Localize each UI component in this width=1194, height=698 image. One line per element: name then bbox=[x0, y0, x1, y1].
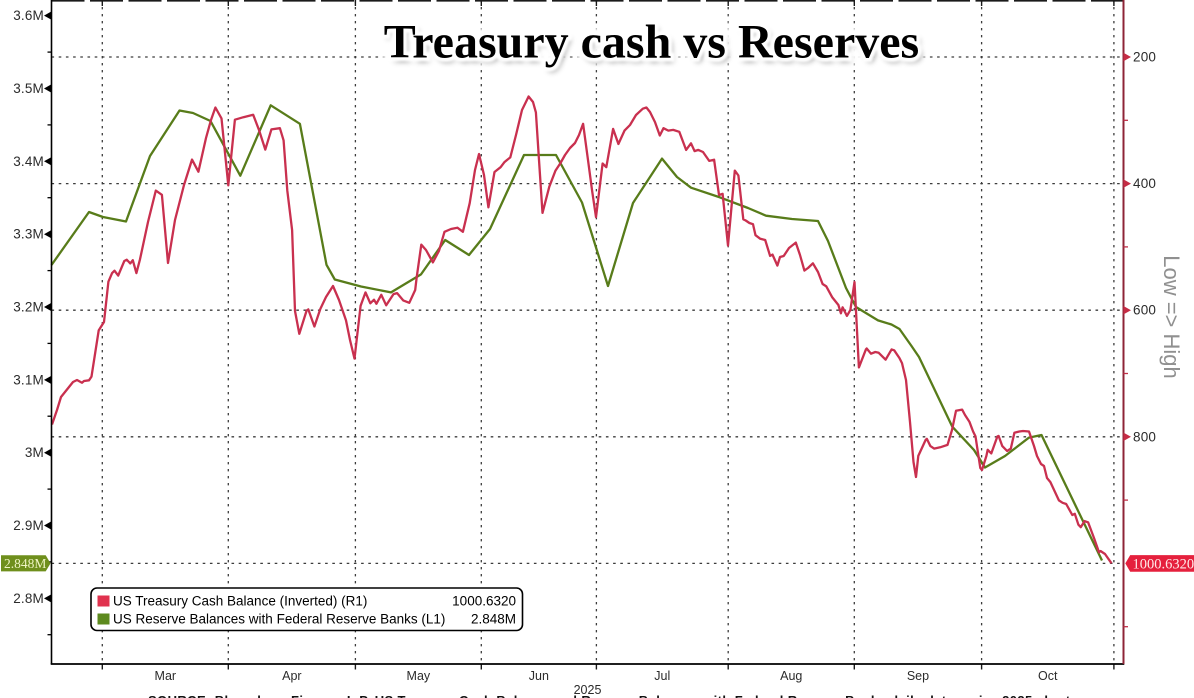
svg-text:3.1M: 3.1M bbox=[13, 372, 44, 387]
svg-text:Jun: Jun bbox=[529, 669, 549, 683]
svg-text:3.5M: 3.5M bbox=[13, 81, 44, 96]
svg-text:Treasury cash vs Reserves: Treasury cash vs Reserves bbox=[384, 16, 919, 69]
svg-text:Oct: Oct bbox=[1038, 669, 1058, 683]
svg-text:May: May bbox=[407, 669, 431, 683]
svg-text:3M: 3M bbox=[25, 445, 44, 460]
svg-text:Treasury cash vs Reserves: Treasury cash vs Reserves bbox=[384, 16, 919, 69]
svg-text:3.4M: 3.4M bbox=[13, 154, 44, 169]
svg-text:2.848M: 2.848M bbox=[471, 612, 516, 627]
svg-text:1000.6320: 1000.6320 bbox=[452, 594, 516, 609]
svg-text:Aug: Aug bbox=[780, 669, 802, 683]
svg-text:400: 400 bbox=[1133, 176, 1156, 191]
svg-text:Low => High: Low => High bbox=[1159, 255, 1184, 379]
svg-text:2025: 2025 bbox=[574, 683, 602, 697]
svg-text:2.8M: 2.8M bbox=[13, 591, 44, 606]
svg-text:800: 800 bbox=[1133, 429, 1156, 444]
svg-text:2.848M: 2.848M bbox=[4, 556, 46, 571]
svg-text:US Treasury Cash Balance (Inve: US Treasury Cash Balance (Inverted) (R1) bbox=[113, 594, 367, 609]
svg-text:2.9M: 2.9M bbox=[13, 518, 44, 533]
svg-text:Treasury cash vs Reserves: Treasury cash vs Reserves bbox=[387, 20, 922, 73]
svg-text:Mar: Mar bbox=[155, 669, 177, 683]
svg-text:Apr: Apr bbox=[282, 669, 301, 683]
svg-text:3.6M: 3.6M bbox=[13, 8, 44, 23]
svg-text:600: 600 bbox=[1133, 303, 1156, 318]
svg-text:3.2M: 3.2M bbox=[13, 300, 44, 315]
svg-text:Treasury cash vs Reserves: Treasury cash vs Reserves bbox=[384, 16, 919, 69]
svg-text:1000.6320: 1000.6320 bbox=[1133, 557, 1194, 573]
svg-text:US Reserve Balances with Feder: US Reserve Balances with Federal Reserve… bbox=[113, 612, 445, 627]
svg-text:3.3M: 3.3M bbox=[13, 227, 44, 242]
svg-text:200: 200 bbox=[1133, 50, 1156, 65]
svg-text:Jul: Jul bbox=[654, 669, 670, 683]
svg-text:Sep: Sep bbox=[907, 669, 929, 683]
svg-text:SOURCE: Bloomberg Finance L.P.: SOURCE: Bloomberg Finance L.P. US Treasu… bbox=[148, 693, 1071, 698]
